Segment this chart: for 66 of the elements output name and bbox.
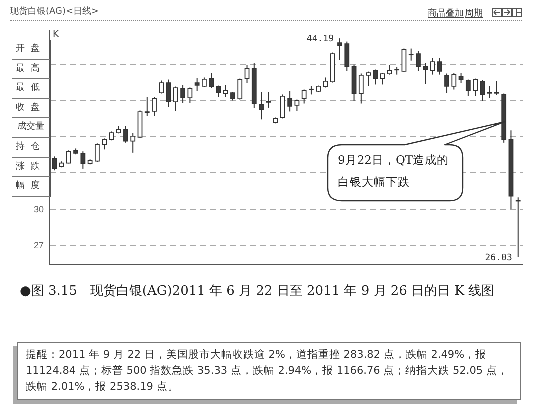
candlestick [152,96,157,117]
candlestick [288,90,293,112]
text: 最高 [12,60,50,80]
candlestick [437,58,442,76]
candlestick [430,58,436,76]
candlestick [180,84,186,104]
candlestick [259,92,264,120]
candlestick [373,69,378,86]
candlestick [238,78,243,100]
candlestick [516,197,521,258]
candlestick [216,85,222,98]
candlestick [244,64,250,84]
candlestick [52,156,58,172]
y-axis-title: K [53,30,60,40]
candlestick [144,96,150,117]
text: 收盘 [12,98,50,118]
candlestick [80,151,86,170]
candlestick [66,150,72,164]
candlestick [130,132,136,154]
text: 成交量 [12,118,50,138]
candlestick [302,89,307,104]
candlestick [402,48,407,73]
text: 提醒：2011 年 9 月 22 日，美国股市大幅收跌逾 2%，道指重挫 283.82 点，跌幅 2.49%，报 11124.84 点；标普 500 指数急跌 35.33 点，跌幅 2.94%，报 1166.76 点；纳指大跌 52.05 点，跌幅 2.01%，报 2538.19 点。 [17,342,521,400]
text: 涨跌 [12,158,50,178]
candlestick [480,80,486,102]
candlestick [408,48,414,62]
annotation: 44.19 [306,34,334,45]
candlestick [223,84,228,98]
text: 持仓 [12,138,50,158]
y-tick-label: 27 [34,240,44,251]
candlestick [294,99,300,112]
candlestick [444,73,450,94]
y-tick-label: 30 [34,204,44,215]
candlestick [388,64,392,76]
annotation: 26.03 [485,253,512,264]
text: 周期 [465,8,483,20]
candlestick [94,143,100,163]
candlestick [423,62,428,85]
candlestick [173,86,178,112]
text: 幅度 [12,177,50,197]
candlestick [358,73,364,104]
candlestick [194,78,200,92]
candlestick [487,86,492,99]
chart-title: 现货白银(AG)<日线> [10,6,100,18]
candlestick [366,71,371,87]
annotation: 9月22日，QT造成的白银大幅下跌 [338,152,450,191]
candlestick [338,38,342,61]
candlestick [124,126,128,144]
candlestick [266,92,272,108]
candlestick [466,79,471,97]
text: ●图 3.15 现货白银(AG)2011 年 6 月 22 日至 2011 年 9 月 26 日的日 K 线图 [20,283,495,300]
text: 开盘 [12,40,50,60]
candlestick [209,72,214,89]
candlestick [473,78,478,97]
candlestick [102,138,108,150]
candlestick [344,41,350,72]
candlestick [166,79,172,108]
candlestick [188,87,193,104]
text: 最低 [12,79,50,99]
candlestick [452,72,457,90]
candlestick [416,50,421,72]
candlestick [494,80,500,96]
candlestick [458,72,464,84]
candlestick [159,80,164,94]
text: 商品叠加 [428,8,464,20]
candlestick [280,94,286,120]
